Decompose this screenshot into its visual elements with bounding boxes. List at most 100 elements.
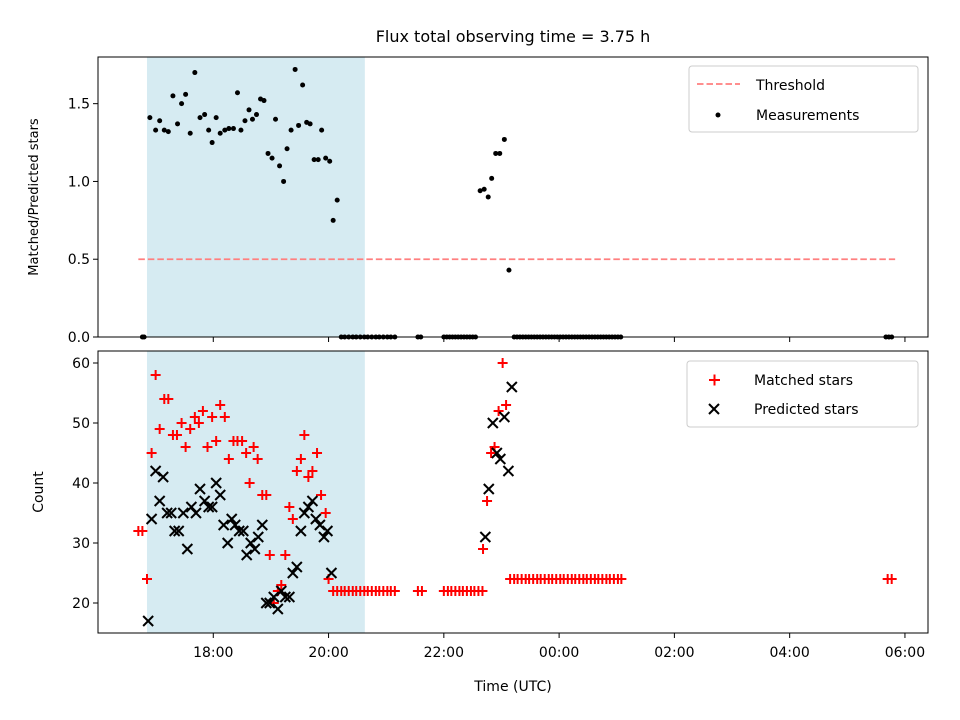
bottom-y-tick-label: 20	[72, 596, 90, 612]
measurement-point	[170, 93, 176, 99]
predicted-star-point	[241, 549, 253, 561]
chart-title: Flux total observing time = 3.75 h	[376, 27, 651, 46]
predicted-star-point	[506, 381, 518, 393]
matched-star-point	[501, 400, 512, 410]
measurement-point	[197, 115, 203, 121]
predicted-star-point	[268, 591, 280, 603]
predicted-star-point	[314, 519, 326, 531]
matched-star-point	[215, 400, 226, 410]
measurement-point	[273, 116, 279, 122]
predicted-star-point	[298, 507, 311, 519]
predicted-star-point	[283, 591, 296, 603]
predicted-star-point	[165, 507, 177, 519]
bottom-y-tick-label: 40	[72, 476, 90, 492]
predicted-star-point	[190, 507, 202, 519]
top-plot-frame	[97, 56, 929, 338]
matched-star-point	[237, 436, 248, 446]
predicted-star-point	[217, 519, 230, 531]
matched-star-point	[482, 496, 493, 506]
predicted-star-point	[214, 489, 226, 501]
measurement-point	[265, 150, 271, 156]
measurement-point	[175, 121, 181, 127]
measurement-point	[242, 118, 248, 124]
matched-star-point	[303, 472, 314, 482]
predicted-star-point	[256, 519, 268, 531]
predicted-star-point	[249, 543, 261, 555]
x-tick-label: 02:00	[654, 645, 694, 661]
predicted-star-point	[210, 477, 222, 489]
bottom-y-tick-label: 30	[72, 536, 90, 552]
legend-measurements-swatch	[715, 112, 721, 118]
matched-star-point	[287, 514, 298, 524]
predicted-star-point	[487, 417, 499, 429]
measurement-point	[315, 157, 321, 163]
measurement-point	[213, 115, 219, 121]
matched-star-point	[189, 412, 200, 422]
measurement-point	[147, 115, 153, 121]
predicted-star-point	[194, 483, 206, 495]
measurement-point	[187, 130, 193, 136]
predicted-star-point	[177, 507, 190, 519]
matched-star-point	[211, 436, 222, 446]
matched-star-point	[291, 466, 302, 476]
top-y-tick-label: 0.5	[68, 252, 90, 268]
measurement-point	[192, 70, 198, 76]
measurement-point	[334, 197, 340, 203]
predicted-star-point	[291, 561, 303, 573]
predicted-star-point	[181, 543, 194, 555]
matched-star-point	[299, 430, 310, 440]
top-y-axis-label: Matched/Predicted stars	[27, 118, 42, 276]
predicted-star-point	[260, 597, 273, 609]
matched-star-point	[176, 418, 187, 428]
matched-star-point	[261, 490, 272, 500]
matched-star-point	[180, 442, 191, 452]
x-tick-label: 00:00	[539, 645, 579, 661]
matched-star-point	[163, 394, 174, 404]
measurement-point	[254, 112, 260, 118]
matched-star-point	[486, 448, 497, 458]
measurement-point	[183, 91, 189, 97]
predicted-star-point	[198, 495, 211, 507]
bottom-y-tick-label: 60	[72, 356, 90, 372]
matched-star-point	[276, 580, 287, 590]
predicted-star-point	[149, 465, 162, 477]
predicted-star-point	[237, 525, 249, 537]
predicted-star-point	[498, 411, 511, 423]
predicted-star-point	[287, 567, 299, 579]
measurement-point	[249, 116, 255, 122]
measurement-point	[269, 155, 275, 161]
measurement-point	[307, 121, 313, 127]
predicted-star-point	[172, 525, 185, 537]
matched-star-point	[141, 574, 152, 584]
measurement-point	[153, 127, 159, 133]
predicted-star-point	[245, 537, 257, 549]
x-axis-label: Time (UTC)	[473, 679, 551, 695]
predicted-star-point	[145, 513, 158, 525]
matched-star-point	[185, 424, 196, 434]
measurement-point	[217, 130, 223, 136]
measurement-point	[234, 90, 240, 96]
matched-star-point	[416, 586, 427, 596]
predicted-star-point	[302, 501, 315, 513]
matched-star-point	[146, 448, 157, 458]
predicted-star-point	[279, 591, 292, 603]
bottom-y-axis-label: Count	[31, 471, 47, 513]
matched-star-point	[477, 586, 488, 596]
measurement-point	[323, 155, 329, 161]
legend-threshold-label: Threshold	[755, 78, 825, 94]
predicted-star-point	[318, 531, 330, 543]
matched-star-point	[244, 478, 255, 488]
matched-star-point	[193, 418, 204, 428]
measurement-point	[477, 188, 483, 194]
legend-matched-swatch	[709, 374, 720, 386]
matched-star-point	[497, 358, 508, 368]
measurement-point	[230, 126, 236, 132]
top-shaded-span	[146, 57, 365, 337]
matched-star-point	[264, 550, 275, 560]
measurement-point	[277, 163, 283, 169]
measurement-point	[238, 127, 244, 133]
matched-star-point	[316, 490, 327, 500]
matched-star-point	[150, 370, 161, 380]
matched-star-point	[241, 448, 252, 458]
